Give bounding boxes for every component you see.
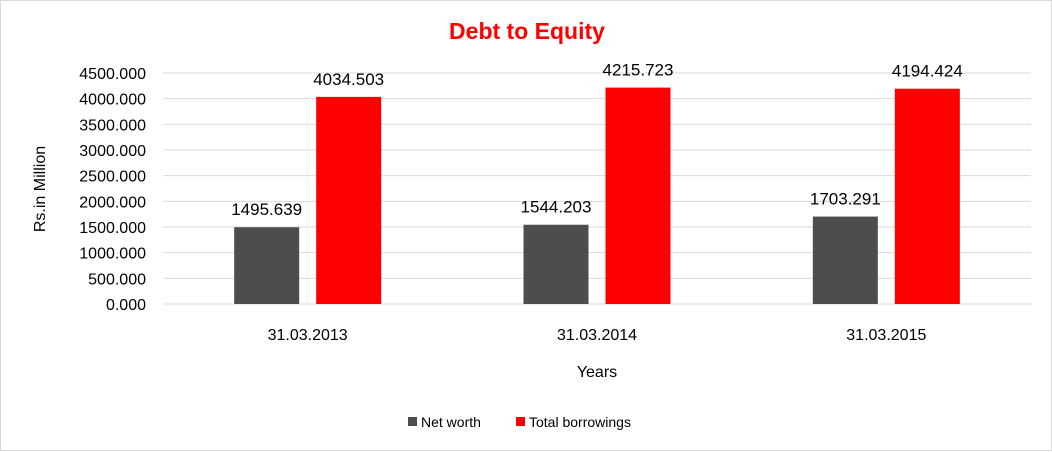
y-tick-label: 2000.000 xyxy=(79,194,146,211)
y-tick-label: 2500.000 xyxy=(79,169,146,186)
x-axis-ticks: 31.03.2013 31.03.2014 31.03.2015 xyxy=(268,327,927,344)
data-label: 4034.503 xyxy=(313,70,384,89)
legend-label: Total borrowings xyxy=(529,414,631,430)
y-tick-label: 4500.000 xyxy=(79,66,146,83)
y-tick-label: 4000.000 xyxy=(79,92,146,109)
x-axis-title: Years xyxy=(577,364,617,381)
bar-total-borrowings xyxy=(316,96,382,305)
legend-swatch xyxy=(408,417,417,426)
bars xyxy=(234,87,960,305)
data-label: 1544.203 xyxy=(521,198,592,217)
data-labels: 1495.639 4034.503 1544.203 4215.723 1703.291… xyxy=(231,61,963,220)
y-tick-label: 1000.000 xyxy=(79,246,146,263)
chart-title: Debt to Equity xyxy=(449,18,605,44)
y-tick-label: 3500.000 xyxy=(79,117,146,134)
x-tick-label: 31.03.2013 xyxy=(268,327,348,344)
gridlines xyxy=(163,72,1031,279)
legend-swatch xyxy=(516,417,525,426)
x-tick-label: 31.03.2014 xyxy=(557,327,637,344)
bar-total-borrowings xyxy=(894,88,960,304)
data-label: 4215.723 xyxy=(603,61,674,80)
bar-net-worth xyxy=(523,224,589,304)
data-label: 1495.639 xyxy=(231,200,302,219)
bar-total-borrowings xyxy=(605,87,671,304)
data-label: 4194.424 xyxy=(892,62,963,81)
x-tick-label: 31.03.2015 xyxy=(846,327,926,344)
bar-net-worth xyxy=(812,216,878,304)
y-axis-ticks: 0.000 500.000 1000.000 1500.000 2000.000 2500… xyxy=(79,66,146,314)
y-tick-label: 1500.000 xyxy=(79,220,146,237)
y-tick-label: 3000.000 xyxy=(79,143,146,160)
y-tick-label: 0.000 xyxy=(106,297,146,314)
data-label: 1703.291 xyxy=(810,190,881,209)
y-axis-title: Rs.in Million xyxy=(32,146,49,232)
legend-label: Net worth xyxy=(421,414,481,430)
y-tick-label: 500.000 xyxy=(88,271,146,288)
bar-net-worth xyxy=(234,227,300,304)
legend: Net worth Total borrowings xyxy=(408,414,631,430)
